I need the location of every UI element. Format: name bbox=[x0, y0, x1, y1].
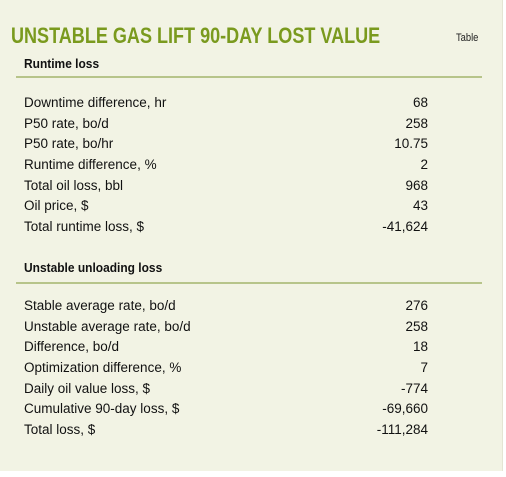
row-value: -69,660 bbox=[382, 401, 428, 417]
row-value: 43 bbox=[412, 198, 428, 214]
row-value: 258 bbox=[405, 115, 428, 131]
runtime-rows: Downtime difference, hr 68 P50 rate, bo/d… bbox=[24, 93, 428, 238]
row-label: Cumulative 90-day loss, $ bbox=[24, 401, 180, 417]
row-value: 2 bbox=[420, 157, 428, 173]
row-label: Optimization difference, % bbox=[24, 360, 182, 376]
table-row: Oil price, $ 43 bbox=[24, 196, 428, 217]
row-value: -774 bbox=[400, 380, 428, 396]
row-value: -111,284 bbox=[376, 422, 428, 438]
table-row: Unstable average rate, bo/d 258 bbox=[24, 317, 428, 338]
table-tag: Table bbox=[456, 32, 479, 44]
row-label: Daily oil value loss, $ bbox=[24, 380, 151, 396]
row-value: 968 bbox=[405, 177, 428, 193]
section-divider bbox=[16, 282, 482, 284]
row-label: Difference, bo/d bbox=[24, 339, 120, 355]
row-value: -41,624 bbox=[382, 219, 428, 235]
table-row: Daily oil value loss, $ -774 bbox=[24, 379, 428, 400]
table-row: Stable average rate, bo/d 276 bbox=[24, 296, 428, 317]
table-row: Total loss, $ -111,284 bbox=[24, 420, 428, 441]
table-row: P50 rate, bo/d 258 bbox=[24, 114, 428, 135]
row-value: 68 bbox=[412, 95, 428, 110]
table-row: P50 rate, bo/hr 10.75 bbox=[24, 134, 428, 155]
table-title: UNSTABLE GAS LIFT 90-DAY LOST VALUE bbox=[11, 23, 381, 48]
table-row: Total oil loss, bbl 968 bbox=[24, 176, 428, 197]
table-row: Runtime difference, % 2 bbox=[24, 155, 428, 176]
unloading-rows: Stable average rate, bo/d 276 Unstable av… bbox=[24, 296, 428, 441]
section-divider bbox=[16, 76, 482, 78]
table-row: Optimization difference, % 7 bbox=[24, 358, 428, 379]
row-value: 18 bbox=[412, 339, 428, 355]
table-row: Total runtime loss, $ -41,624 bbox=[24, 217, 428, 238]
section-heading-unloading: Unstable unloading loss bbox=[24, 260, 163, 275]
row-label: Unstable average rate, bo/d bbox=[24, 318, 191, 334]
row-label: P50 rate, bo/hr bbox=[24, 136, 114, 152]
table-row: Cumulative 90-day loss, $ -69,660 bbox=[24, 399, 428, 420]
row-label: P50 rate, bo/d bbox=[24, 115, 109, 131]
row-label: Runtime difference, % bbox=[24, 157, 157, 173]
row-label: Total loss, $ bbox=[24, 422, 96, 438]
table-row: Difference, bo/d 18 bbox=[24, 337, 428, 358]
row-label: Oil price, $ bbox=[24, 198, 89, 214]
table-row: Downtime difference, hr 68 bbox=[24, 93, 428, 114]
row-value: 276 bbox=[405, 298, 428, 313]
section-heading-runtime: Runtime loss bbox=[24, 56, 100, 71]
row-label: Stable average rate, bo/d bbox=[24, 298, 176, 313]
row-value: 258 bbox=[405, 318, 428, 334]
row-value: 10.75 bbox=[394, 136, 428, 152]
row-label: Downtime difference, hr bbox=[24, 95, 167, 110]
row-label: Total oil loss, bbl bbox=[24, 177, 124, 193]
row-label: Total runtime loss, $ bbox=[24, 219, 145, 235]
row-value: 7 bbox=[420, 360, 428, 376]
